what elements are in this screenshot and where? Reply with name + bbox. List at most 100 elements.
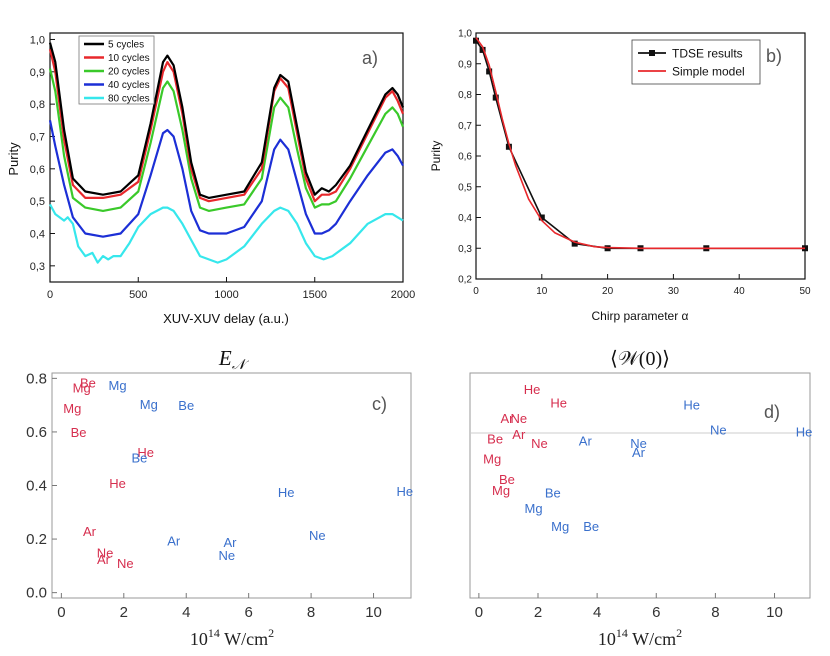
panel-a-xtick-label: 1500 — [303, 289, 327, 301]
panel-d-xtick-label: 10 — [766, 604, 783, 621]
panel-d-point-label: Be — [583, 519, 599, 534]
panel-c-ytick-label: 0.0 — [26, 585, 47, 602]
panel-a-series-line — [48, 68, 405, 212]
panel-a-ytick-label: 0,4 — [30, 228, 45, 240]
panel-d-xtick-label: 8 — [711, 604, 719, 621]
panel-d-title: ⟨𝒲(0)⟩ — [610, 348, 670, 370]
panel-d-point-label: Mg — [551, 519, 569, 534]
panel-c-point-label: Ar — [97, 552, 111, 567]
panel-a-ytick-label: 0,5 — [30, 196, 45, 208]
panel-c-point-label: Be — [131, 450, 147, 465]
panel-c-xtick-label: 10 — [365, 604, 382, 621]
panel-d-point-label: Ar — [632, 445, 646, 460]
panel-a-xtick-label: 1000 — [214, 289, 238, 301]
panel-b-ytick-label: 0,7 — [458, 121, 472, 132]
panel-a-series-line — [48, 48, 405, 203]
panel-c-point-label: Ne — [219, 548, 236, 563]
panel-d-point-label: Mg — [525, 501, 543, 516]
panel-c-xtick-label: 2 — [120, 604, 128, 621]
panel-c-point-label: He — [278, 485, 295, 500]
panel-b-xlabel: Chirp parameter α — [592, 309, 689, 323]
panel-a-xtick-label: 2000 — [391, 289, 415, 301]
panel-a-ytick-label: 0,9 — [30, 67, 45, 79]
panel-c-ytick-label: 0.4 — [26, 478, 47, 495]
panel-b-xtick-label: 10 — [536, 286, 548, 297]
panel-b-data-marker — [479, 46, 486, 53]
panel-c-title: E𝒩 — [218, 346, 250, 373]
panel-a-ytick-label: 0,8 — [30, 99, 45, 111]
panel-c-point-label: Mg — [109, 378, 127, 393]
panel-c-xtick-label: 0 — [57, 604, 65, 621]
panel-d-point-label: He — [796, 425, 813, 440]
panel-b-tag: b) — [766, 46, 782, 66]
panel-b-legend-label: Simple model — [672, 65, 745, 79]
panel-b-data-marker — [538, 214, 545, 221]
panel-c-point-label: Ne — [309, 528, 326, 543]
panel-a-legend-label: 40 cycles — [108, 80, 150, 91]
panel-d-point-label: He — [524, 382, 541, 397]
panel-c-point-label: Be — [80, 375, 96, 390]
panel-c-point-label: He — [396, 484, 413, 499]
panel-b-ytick-label: 0,4 — [458, 213, 472, 224]
panel-c-point-label: Ne — [117, 556, 134, 571]
panel-c-point-label: He — [109, 476, 126, 491]
panel-d-point-label: Mg — [492, 483, 510, 498]
panel-b-xtick-label: 30 — [668, 286, 680, 297]
panel-d-point-label: Ar — [512, 427, 526, 442]
panel-b-data-marker — [505, 143, 512, 150]
panel-d-point-label: Ar — [579, 434, 593, 449]
panel-a-ytick-label: 0,3 — [30, 261, 45, 273]
panel-b-xtick-label: 50 — [799, 286, 811, 297]
panel-d-point-label: Ar — [500, 411, 514, 426]
panel-c-tag: c) — [372, 394, 387, 414]
panel-c-point-label: Be — [178, 398, 194, 413]
panel-c-ytick-label: 0.6 — [26, 424, 47, 441]
panel-b-ytick-label: 0,9 — [458, 59, 472, 70]
panel-d-point-label: Ne — [531, 436, 548, 451]
panel-a-xtick-label: 0 — [47, 289, 53, 301]
panel-b-series-line — [475, 37, 805, 250]
panel-c-point-label: Mg — [73, 381, 91, 396]
panel-b-ytick-label: 0,3 — [458, 244, 472, 255]
panel-d-point-label: Be — [545, 485, 561, 500]
panel-a-tag: a) — [362, 48, 378, 68]
panel-c-point-label: Ar — [223, 535, 237, 550]
panel-d-frame — [469, 372, 811, 599]
panel-c-xlabel: 1014 W/cm2 — [190, 626, 274, 649]
panel-d-point-label: Ne — [630, 436, 647, 451]
panel-a-series-line — [49, 203, 404, 264]
panel-b-ytick-label: 1,0 — [458, 29, 472, 40]
panel-c-xtick-label: 6 — [244, 604, 252, 621]
panel-d-xtick-label: 4 — [593, 604, 601, 621]
panel-c-point-label: Ne — [97, 545, 114, 560]
panel-a-legend-label: 80 cycles — [108, 94, 150, 105]
chart-content: 0 500 1000 1500 20000,30,40,50,60,70,80,91,0… — [26, 29, 812, 622]
panel-d-point-label: He — [550, 395, 567, 410]
panel-b-legend-label: TDSE results — [672, 47, 743, 61]
panel-d-xtick-label: 2 — [534, 604, 542, 621]
panel-a-xlabel: XUV-XUV delay (a.u.) — [163, 311, 289, 326]
panel-c-xtick-label: 8 — [307, 604, 315, 621]
panel-a-xtick-label: 500 — [129, 289, 147, 301]
panel-c-xtick-label: 4 — [182, 604, 190, 621]
panel-c-ytick-label: 0.8 — [26, 370, 47, 387]
panel-b-data-marker — [486, 68, 493, 75]
panel-a-series-line — [48, 120, 404, 238]
panel-b-legend-marker — [649, 50, 655, 56]
panel-a-legend-label: 20 cycles — [108, 67, 150, 78]
panel-c-point-label: Be — [71, 425, 87, 440]
panel-b-xtick-label: 40 — [734, 286, 746, 297]
panel-a-legend-label: 5 cycles — [108, 40, 144, 51]
panel-b-ylabel: Purity — [429, 141, 443, 172]
panel-b-xtick-label: 20 — [602, 286, 614, 297]
panel-d-point-label: Be — [499, 472, 515, 487]
panel-d-xtick-label: 6 — [652, 604, 660, 621]
panel-c-point-label: Ar — [167, 533, 181, 548]
panel-d-xlabel: 1014 W/cm2 — [598, 626, 682, 649]
panel-c-ytick-label: 0.2 — [26, 531, 47, 548]
panel-d-point-label: He — [683, 398, 700, 413]
panel-b-ytick-label: 0,6 — [458, 152, 472, 163]
panel-c-point-label: He — [137, 445, 154, 460]
panel-b-ytick-label: 0,5 — [458, 182, 472, 193]
